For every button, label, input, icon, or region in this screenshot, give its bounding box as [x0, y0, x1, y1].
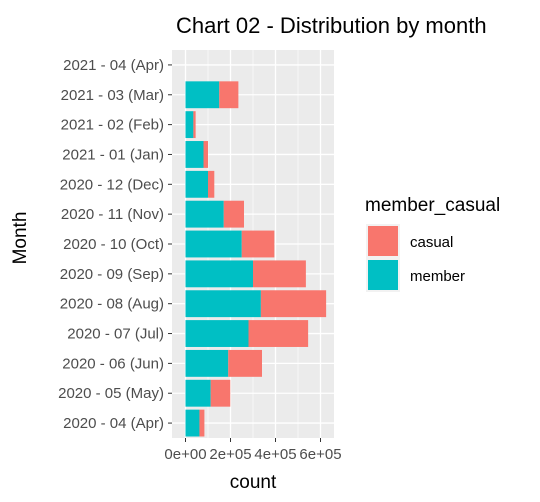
bar-member: [185, 81, 220, 109]
y-tick-label: 2021 - 04 (Apr): [63, 57, 164, 74]
bar-member: [185, 290, 261, 318]
y-axis: 2020 - 04 (Apr) 2020 - 05 (May) 2020 - 06 …: [58, 57, 172, 432]
x-tick-label: 4e+05: [254, 446, 296, 463]
y-axis-label: Month: [10, 212, 31, 265]
y-tick-label: 2020 - 07 (Jul): [67, 326, 164, 343]
y-tick-label: 2020 - 10 (Oct): [63, 236, 164, 253]
x-axis: 0e+00 2e+05 4e+05 6e+05: [164, 438, 342, 463]
y-tick-label: 2020 - 09 (Sep): [60, 266, 164, 283]
legend: member_casual casual member: [365, 195, 500, 292]
y-tick-label: 2020 - 12 (Dec): [60, 176, 164, 193]
y-tick-label: 2020 - 11 (Nov): [61, 206, 164, 223]
bar-member: [185, 111, 194, 139]
bar-casual: [210, 379, 231, 407]
chart-title: Chart 02 - Distribution by month: [176, 13, 487, 38]
legend-label-casual: casual: [410, 234, 453, 251]
y-tick-label: 2020 - 06 (Jun): [62, 355, 164, 372]
legend-label-member: member: [410, 268, 465, 285]
bar-member: [185, 320, 249, 347]
bar-casual: [248, 320, 309, 347]
y-tick-label: 2020 - 08 (Aug): [60, 296, 164, 313]
x-tick-label: 6e+05: [299, 446, 341, 463]
legend-items: casual member: [366, 224, 465, 292]
x-tick-label: 2e+05: [209, 446, 251, 463]
y-tick-label: 2021 - 02 (Feb): [61, 117, 164, 134]
x-axis-label: count: [230, 472, 277, 493]
y-tick-label: 2021 - 03 (Mar): [61, 87, 164, 104]
bar-member: [185, 170, 208, 198]
bar-casual: [241, 230, 275, 258]
bar-casual: [199, 409, 205, 437]
x-tick-label: 0e+00: [164, 446, 206, 463]
bar-member: [185, 409, 200, 437]
bar-casual: [253, 260, 306, 288]
bar-member: [185, 379, 211, 407]
bar-casual: [203, 141, 208, 168]
y-tick-label: 2020 - 04 (Apr): [63, 415, 164, 432]
bar-casual: [208, 170, 215, 198]
legend-key-casual: [368, 226, 398, 256]
legend-title: member_casual: [365, 195, 500, 216]
y-tick-label: 2021 - 01 (Jan): [62, 146, 164, 163]
bar-casual: [228, 349, 262, 377]
bar-casual: [223, 200, 244, 228]
legend-key-member: [368, 260, 398, 290]
bar-member: [185, 349, 229, 377]
bars: [185, 81, 327, 437]
y-tick-label: 2020 - 05 (May): [58, 385, 164, 402]
bar-casual: [193, 111, 196, 139]
bar-member: [185, 200, 224, 228]
bar-member: [185, 230, 242, 258]
bar-casual: [260, 290, 327, 318]
bar-casual: [219, 81, 239, 109]
bar-member: [185, 141, 204, 168]
bar-member: [185, 260, 253, 288]
